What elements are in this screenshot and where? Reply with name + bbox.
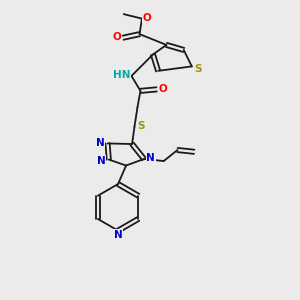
Text: O: O — [158, 84, 167, 94]
Text: N: N — [114, 230, 122, 240]
Text: S: S — [137, 121, 145, 131]
Text: N: N — [97, 156, 106, 166]
Text: methyl: methyl — [121, 9, 126, 11]
Text: O: O — [143, 13, 152, 23]
Text: O: O — [113, 32, 122, 42]
Text: HN: HN — [113, 70, 130, 80]
Text: N: N — [96, 137, 104, 148]
Text: S: S — [194, 64, 202, 74]
Text: N: N — [146, 153, 155, 164]
